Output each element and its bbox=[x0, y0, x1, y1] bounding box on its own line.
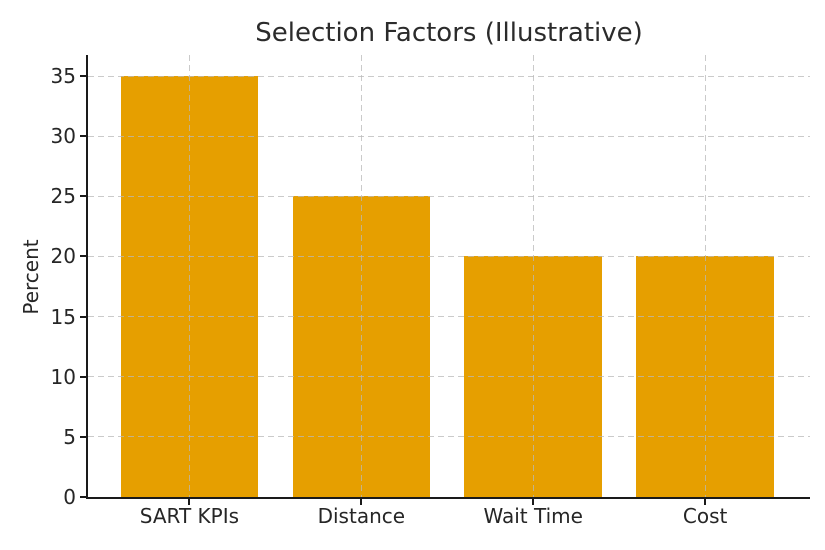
x-tick-mark bbox=[532, 499, 535, 505]
x-tick-label: Cost bbox=[682, 504, 728, 528]
y-tick-mark bbox=[80, 255, 86, 258]
y-tick-mark bbox=[80, 75, 86, 78]
gridline-horizontal bbox=[88, 75, 810, 77]
x-tick-label: SART KPIs bbox=[139, 504, 240, 528]
y-tick-label: 35 bbox=[50, 64, 76, 89]
x-tick-label: Distance bbox=[317, 504, 406, 528]
chart-title: Selection Factors (Illustrative) bbox=[255, 18, 643, 48]
gridline-vertical bbox=[188, 55, 190, 497]
gridline-horizontal bbox=[88, 255, 810, 257]
y-tick-mark bbox=[80, 375, 86, 378]
y-tick-label: 20 bbox=[50, 244, 76, 269]
x-tick-label: Wait Time bbox=[483, 504, 583, 528]
x-tick-mark bbox=[704, 499, 707, 505]
y-tick-label: 5 bbox=[63, 424, 76, 449]
x-tick-mark bbox=[188, 499, 191, 505]
y-tick-label: 15 bbox=[50, 304, 76, 329]
y-tick-mark bbox=[80, 195, 86, 198]
y-tick-label: 10 bbox=[50, 364, 76, 389]
gridline-horizontal bbox=[88, 436, 810, 438]
gridline-horizontal bbox=[88, 376, 810, 378]
gridline-horizontal bbox=[88, 316, 810, 318]
gridline-horizontal bbox=[88, 195, 810, 197]
y-tick-label: 30 bbox=[50, 124, 76, 149]
plot-area bbox=[88, 55, 810, 497]
x-tick-mark bbox=[360, 499, 363, 505]
y-axis-spine bbox=[86, 55, 88, 499]
gridline-vertical bbox=[704, 55, 706, 497]
gridline-horizontal bbox=[88, 135, 810, 137]
y-tick-label: 25 bbox=[50, 184, 76, 209]
y-tick-mark bbox=[80, 135, 86, 138]
gridline-vertical bbox=[532, 55, 534, 497]
y-tick-mark bbox=[80, 496, 86, 498]
y-tick-mark bbox=[80, 315, 86, 318]
gridline-vertical bbox=[360, 55, 362, 497]
y-tick-label: 0 bbox=[63, 485, 76, 509]
x-axis-spine bbox=[86, 497, 810, 499]
y-tick-mark bbox=[80, 435, 86, 438]
